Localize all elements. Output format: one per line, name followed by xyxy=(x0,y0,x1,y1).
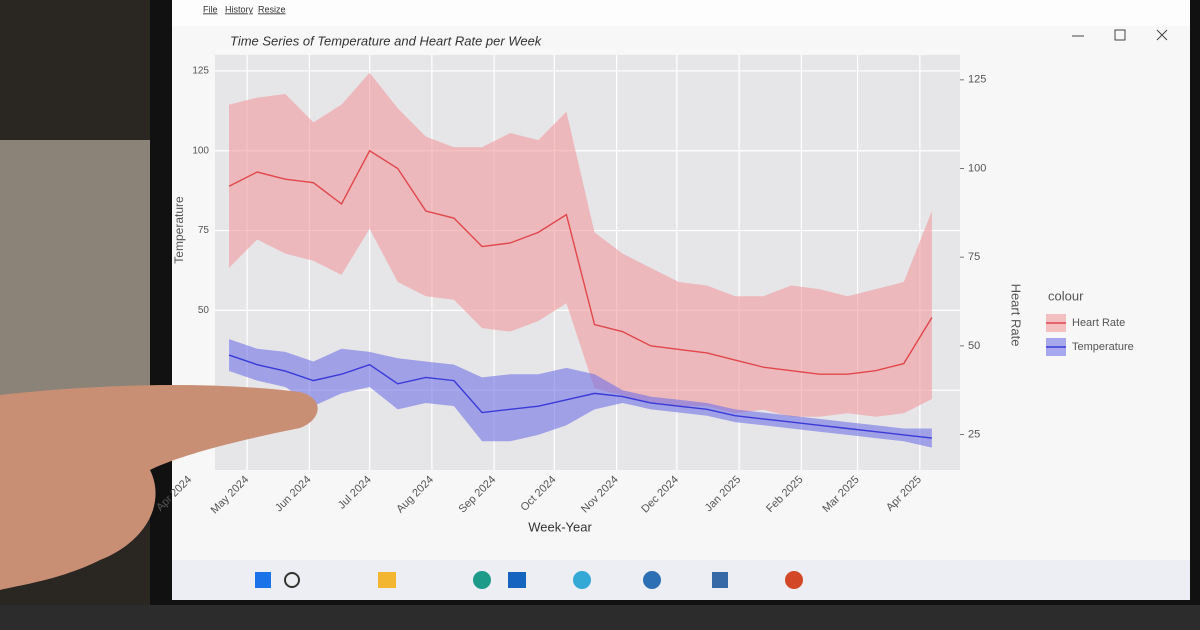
y-axis-title: Temperature xyxy=(172,196,186,264)
menu-item[interactable]: Resize xyxy=(258,4,286,14)
close-button[interactable] xyxy=(1156,29,1168,41)
menu-item[interactable]: File xyxy=(203,4,218,14)
x-axis-title: Week-Year xyxy=(528,519,592,534)
y-tick-label: 75 xyxy=(198,225,210,236)
ribbon xyxy=(229,72,932,417)
line xyxy=(228,149,933,375)
ribbon xyxy=(229,339,932,448)
r-icon[interactable] xyxy=(643,571,661,589)
wall xyxy=(0,140,150,400)
start-icon[interactable] xyxy=(255,572,271,588)
powerpoint-icon[interactable] xyxy=(785,571,803,589)
menu-item[interactable]: History xyxy=(225,4,254,14)
app-icon[interactable] xyxy=(573,571,591,589)
edge-icon[interactable] xyxy=(473,571,491,589)
y-tick-label: 125 xyxy=(192,66,209,77)
legend-label: Heart Rate xyxy=(1072,317,1125,329)
legend: colour Heart Rate Temperature xyxy=(1046,288,1134,356)
y-tick-label: 100 xyxy=(192,145,209,156)
folder-icon[interactable] xyxy=(378,572,396,588)
keyboard xyxy=(0,605,1200,630)
taskbar xyxy=(172,560,1190,600)
calc-icon[interactable] xyxy=(712,572,728,588)
legend-label: Temperature xyxy=(1072,341,1134,353)
search-icon[interactable] xyxy=(284,572,300,588)
taskbar-icons xyxy=(255,571,803,589)
y2-tick-label: 125 xyxy=(968,74,986,86)
outlook-icon[interactable] xyxy=(508,572,526,588)
y2-tick-label: 100 xyxy=(968,162,986,174)
y-tick-label: 50 xyxy=(198,305,210,316)
y2-tick-label: 25 xyxy=(968,428,980,440)
hand xyxy=(0,384,318,590)
line xyxy=(228,354,932,439)
y2-tick-label: 75 xyxy=(968,251,980,263)
chart-title: Time Series of Temperature and Heart Rat… xyxy=(230,33,543,48)
maximize-button[interactable] xyxy=(1114,29,1126,41)
y2-tick-label: 50 xyxy=(968,340,980,352)
legend-title: colour xyxy=(1048,288,1084,303)
y2-axis-title: Heart Rate xyxy=(1009,284,1024,347)
title-bar xyxy=(172,0,1190,26)
